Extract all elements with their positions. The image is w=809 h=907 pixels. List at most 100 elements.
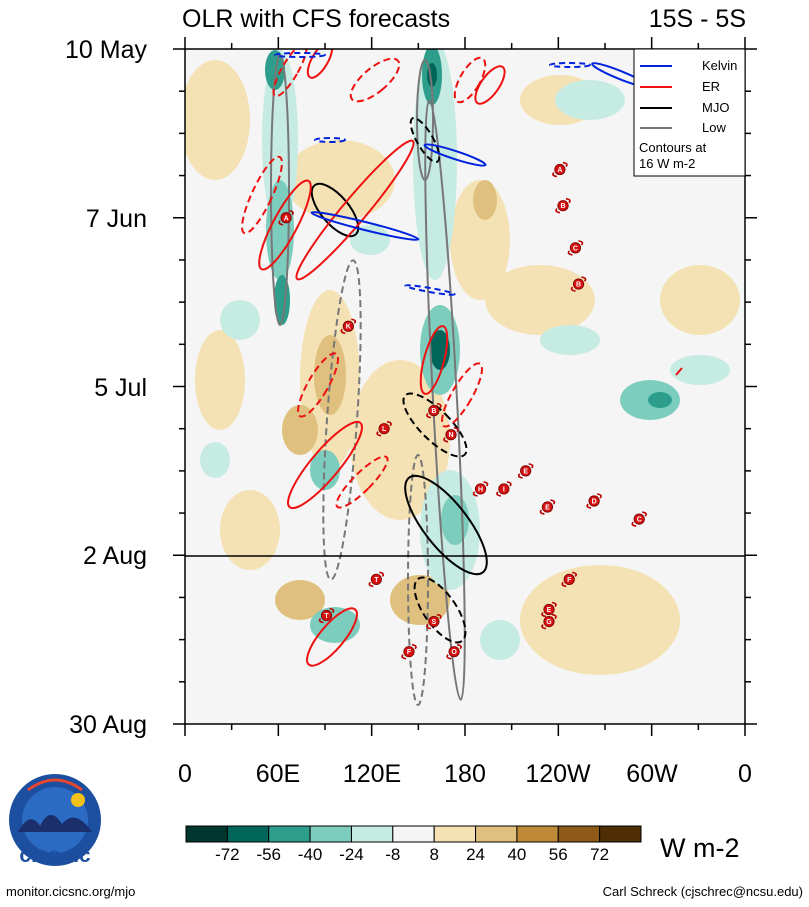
tc-label: B — [431, 408, 436, 415]
tropical-cyclone-markers: A A B C B K B L N E H I D E C T F E T G S F O — [278, 161, 648, 660]
tc-label: T — [374, 577, 379, 584]
tc-label: C — [637, 517, 642, 524]
er-contour — [306, 607, 358, 667]
tc-marker: T — [318, 607, 335, 624]
colorbar-tick-label: 56 — [549, 845, 568, 864]
tc-label: B — [576, 282, 581, 289]
legend-label-low: Low — [702, 120, 726, 135]
colorbar-swatch — [185, 825, 228, 843]
kelvin-contour-dashed — [314, 137, 346, 143]
footer-credit: Carl Schreck (cjschrec@ncsu.edu) — [603, 884, 803, 899]
logo-text: cics.nc — [19, 844, 91, 867]
colorbar-swatch — [599, 825, 642, 843]
y-tick-label: 2 Aug — [83, 542, 147, 570]
tc-marker: H — [472, 481, 489, 497]
tc-marker: C — [631, 511, 648, 527]
er-contour-dashed — [441, 362, 483, 428]
legend-label-er: ER — [702, 79, 720, 94]
x-tick-label: 60E — [256, 760, 300, 788]
tc-marker: K — [340, 318, 357, 335]
tc-marker: B — [555, 197, 571, 214]
x-tick-label: 120W — [525, 760, 591, 788]
tc-label: F — [407, 649, 412, 656]
mjo-contour-dashed — [402, 392, 468, 458]
x-tick-label: 120E — [343, 760, 401, 788]
er-contour — [287, 420, 363, 510]
tc-marker: B — [570, 276, 587, 292]
colorbar-swatch — [475, 825, 518, 843]
er-contour-dashed — [241, 155, 283, 235]
x-tick-label: 60W — [626, 760, 678, 788]
mjo-contour — [404, 474, 488, 576]
wave-contours — [241, 49, 683, 706]
tc-marker: L — [376, 420, 392, 437]
y-tick-label: 7 Jun — [86, 205, 147, 233]
colorbar-tick-label: -56 — [256, 845, 281, 864]
colorbar-swatch — [226, 825, 270, 843]
x-tick-label: 0 — [178, 760, 192, 788]
tc-marker: N — [443, 426, 459, 443]
tc-label: G — [546, 619, 552, 626]
tc-label: E — [545, 505, 550, 512]
colorbar-tick-label: -24 — [339, 845, 364, 864]
colorbar-tick-label: -72 — [215, 845, 240, 864]
tc-marker: A — [552, 161, 568, 178]
tc-marker: F — [401, 643, 417, 660]
legend-label-mjo: MJO — [702, 100, 729, 115]
tc-label: K — [346, 324, 351, 331]
mjo-contour-dashed — [409, 116, 441, 164]
tc-label: E — [547, 607, 552, 614]
tc-marker: G — [541, 613, 557, 630]
kelvin-contour-dashed — [274, 52, 326, 58]
tc-marker: E — [517, 463, 534, 479]
colorbar-tick-label: -40 — [298, 845, 323, 864]
tc-label: T — [324, 613, 329, 620]
kelvin-contour — [423, 143, 487, 167]
colorbar-swatch — [557, 825, 601, 843]
tc-marker: B — [426, 402, 442, 419]
tc-marker: F — [561, 571, 578, 588]
region-label: 15S - 5S — [649, 5, 746, 33]
colorbar-swatch — [309, 825, 352, 843]
chart-title: OLR with CFS forecasts — [182, 5, 450, 33]
tc-label: O — [451, 649, 457, 656]
tc-label: A — [557, 167, 562, 174]
er-contour-dashed — [349, 57, 401, 103]
tc-marker: S — [426, 613, 442, 630]
er-contour — [258, 179, 312, 271]
tc-label: S — [432, 619, 437, 626]
er-contour-dashed — [335, 455, 389, 509]
low-contour — [270, 54, 290, 326]
y-tick-label: 10 May — [65, 36, 147, 64]
colorbar-units: W m-2 — [660, 833, 739, 863]
er-contour — [295, 139, 415, 281]
mjo-contour-dashed — [413, 576, 467, 644]
y-tick-label: 30 Aug — [69, 711, 147, 739]
colorbar-swatch — [268, 825, 311, 843]
tc-label: C — [573, 245, 578, 252]
low-contour — [424, 99, 466, 701]
tc-marker: O — [446, 643, 462, 660]
tc-label: H — [478, 486, 483, 493]
x-tick-label: 0 — [738, 760, 752, 788]
x-tick-label: 180 — [444, 760, 486, 788]
er-contour — [419, 325, 449, 395]
tc-marker: D — [586, 493, 602, 509]
er-contour — [474, 65, 506, 105]
chart-legend: Kelvin ER MJO Low Contours at 16 W m-2 — [633, 48, 746, 177]
colorbar-swatch — [433, 825, 477, 843]
tc-label: F — [567, 577, 572, 584]
er-contour-dashed — [297, 352, 339, 418]
tc-marker: C — [567, 240, 584, 256]
y-tick-label: 5 Jul — [94, 374, 147, 402]
colorbar-tick-label: -8 — [385, 845, 400, 864]
tc-label: A — [284, 215, 289, 222]
tc-marker: E — [539, 499, 556, 515]
footer-url: monitor.cicsnc.org/mjo — [6, 884, 135, 899]
colorbar-swatch — [516, 825, 559, 843]
tc-label: D — [592, 499, 597, 506]
tc-label: L — [382, 426, 387, 433]
sun-icon — [71, 793, 85, 807]
tc-marker: T — [368, 571, 385, 588]
